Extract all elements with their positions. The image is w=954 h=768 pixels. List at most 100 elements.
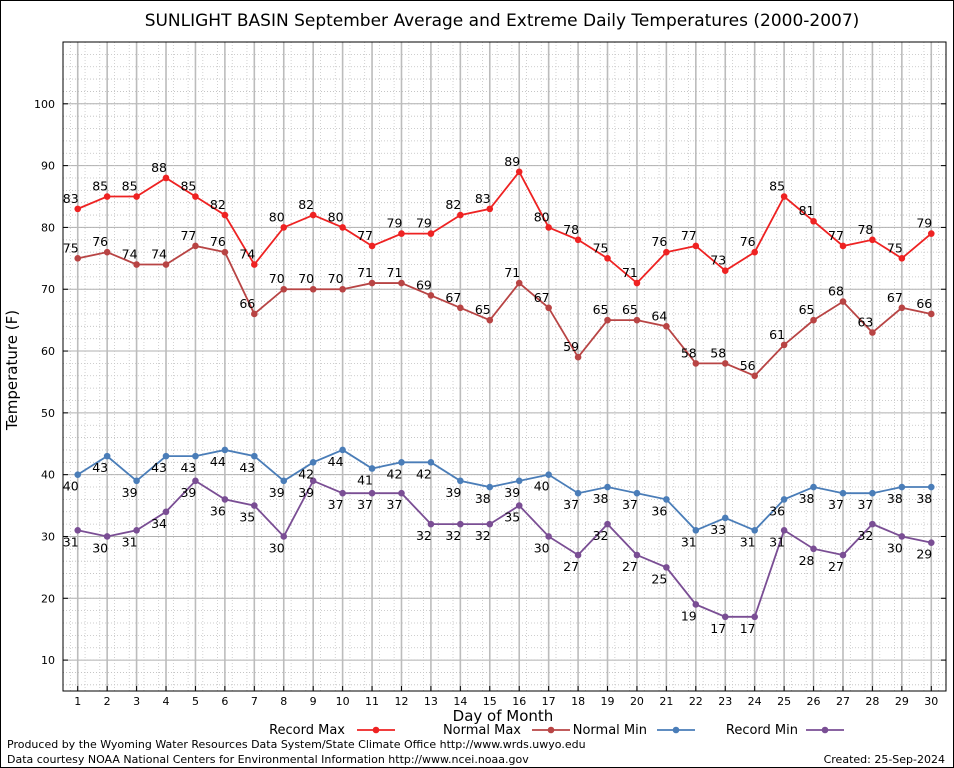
normal-max-point [74, 255, 82, 262]
normal-max-data-label: 71 [504, 265, 520, 280]
legend-label-record-min: Record Min [726, 723, 798, 738]
record-min-point [574, 551, 582, 559]
record-min-data-label: 32 [475, 528, 491, 543]
record-min-point [692, 601, 700, 608]
normal-max-data-label: 71 [357, 265, 373, 280]
normal-max-data-label: 76 [92, 234, 108, 249]
record-max-data-label: 76 [651, 234, 667, 249]
normal-max-data-label: 75 [63, 240, 79, 255]
x-tick-label: 17 [542, 695, 556, 708]
record-min-point [457, 520, 464, 528]
normal-min-data-label: 40 [534, 479, 550, 494]
record-max-point [810, 217, 817, 225]
record-min-data-label: 35 [239, 510, 255, 525]
normal-max-point [457, 304, 464, 312]
normal-min-point [810, 483, 817, 491]
record-min-point [633, 551, 641, 559]
record-min-data-label: 32 [445, 528, 461, 543]
normal-min-point [103, 452, 111, 460]
y-tick-label: 30 [41, 530, 55, 543]
record-max-data-label: 88 [151, 160, 167, 175]
normal-min-data-label: 43 [92, 460, 108, 475]
normal-min-data-label: 38 [475, 491, 491, 506]
record-min-point [192, 477, 199, 485]
record-max-data-label: 77 [828, 228, 844, 243]
record-min-point [927, 539, 935, 546]
footer-data-courtesy: Data courtesy NOAA National Centers for … [7, 753, 529, 766]
normal-min-data-label: 37 [563, 497, 579, 512]
normal-min-data-label: 41 [357, 472, 373, 487]
x-tick-label: 24 [748, 695, 762, 708]
series-lines [74, 168, 935, 621]
record-max-point [663, 248, 670, 256]
normal-max-point [486, 316, 494, 324]
normal-max-point [604, 316, 611, 324]
record-min-data-label: 17 [710, 621, 726, 636]
x-tick-label: 5 [192, 695, 199, 708]
normal-min-point [368, 465, 376, 472]
record-min-point [721, 613, 729, 621]
record-max-data-label: 74 [239, 247, 255, 262]
record-max-point [839, 242, 847, 250]
record-max-data-label: 80 [269, 209, 285, 224]
normal-max-point [339, 285, 346, 293]
record-min-data-label: 31 [122, 534, 138, 549]
y-tick-label: 100 [34, 98, 55, 111]
normal-min-point [74, 471, 82, 478]
legend-label-record-max: Record Max [269, 723, 345, 738]
normal-max-point [898, 304, 906, 312]
normal-max-point [692, 360, 700, 367]
record-max-data-label: 85 [122, 179, 138, 194]
normal-min-point [604, 483, 611, 491]
record-min-data-label: 32 [857, 528, 873, 543]
normal-max-line [77, 245, 932, 377]
normal-max-data-label: 59 [563, 339, 579, 354]
plot-area [62, 41, 947, 692]
normal-max-data-label: 65 [475, 302, 491, 317]
record-min-data-label: 34 [151, 516, 167, 531]
record-max-data-label: 71 [622, 265, 638, 280]
record-min-line [77, 479, 932, 618]
normal-max-data-label: 69 [416, 277, 432, 292]
record-min-point [869, 520, 876, 528]
normal-max-point [721, 360, 729, 367]
x-tick-label: 4 [163, 695, 170, 708]
record-min-point [427, 520, 435, 528]
record-max-point [133, 193, 140, 200]
x-tick-label: 28 [865, 695, 879, 708]
normal-min-data-label: 38 [887, 491, 903, 506]
record-max-data-label: 82 [445, 197, 461, 212]
normal-max-data-label: 58 [681, 345, 697, 360]
record-max-data-label: 83 [475, 191, 491, 206]
y-tick-label: 90 [41, 160, 55, 173]
normal-max-data-label: 70 [328, 271, 344, 286]
record-max-data-label: 78 [563, 222, 579, 237]
normal-min-data-label: 40 [63, 479, 79, 494]
record-min-data-label: 39 [298, 485, 314, 500]
record-max-data-label: 85 [769, 179, 785, 194]
record-min-point [251, 502, 258, 509]
normal-min-data-label: 43 [239, 460, 255, 475]
normal-min-point [339, 446, 346, 454]
normal-min-point [633, 489, 641, 497]
x-tick-label: 27 [836, 695, 850, 708]
normal-min-point [486, 483, 494, 491]
normal-max-point [869, 329, 876, 336]
normal-min-point [692, 526, 700, 534]
record-min-data-label: 30 [269, 540, 285, 555]
x-tick-label: 19 [601, 695, 615, 708]
normal-min-point [869, 489, 876, 497]
record-max-point [633, 279, 641, 287]
normal-max-data-label: 64 [651, 308, 667, 323]
normal-max-point [574, 353, 582, 361]
record-max-point [398, 230, 405, 237]
record-min-data-label: 28 [799, 553, 815, 568]
normal-max-data-label: 77 [180, 228, 196, 243]
record-max-point [515, 168, 523, 176]
normal-min-data-label: 36 [769, 503, 785, 518]
x-tick-label: 9 [310, 695, 317, 708]
legend-marker-normal-min [672, 726, 680, 734]
normal-min-data-label: 44 [328, 454, 344, 469]
x-tick-label: 18 [571, 695, 585, 708]
x-axis-label: Day of Month [453, 707, 554, 725]
